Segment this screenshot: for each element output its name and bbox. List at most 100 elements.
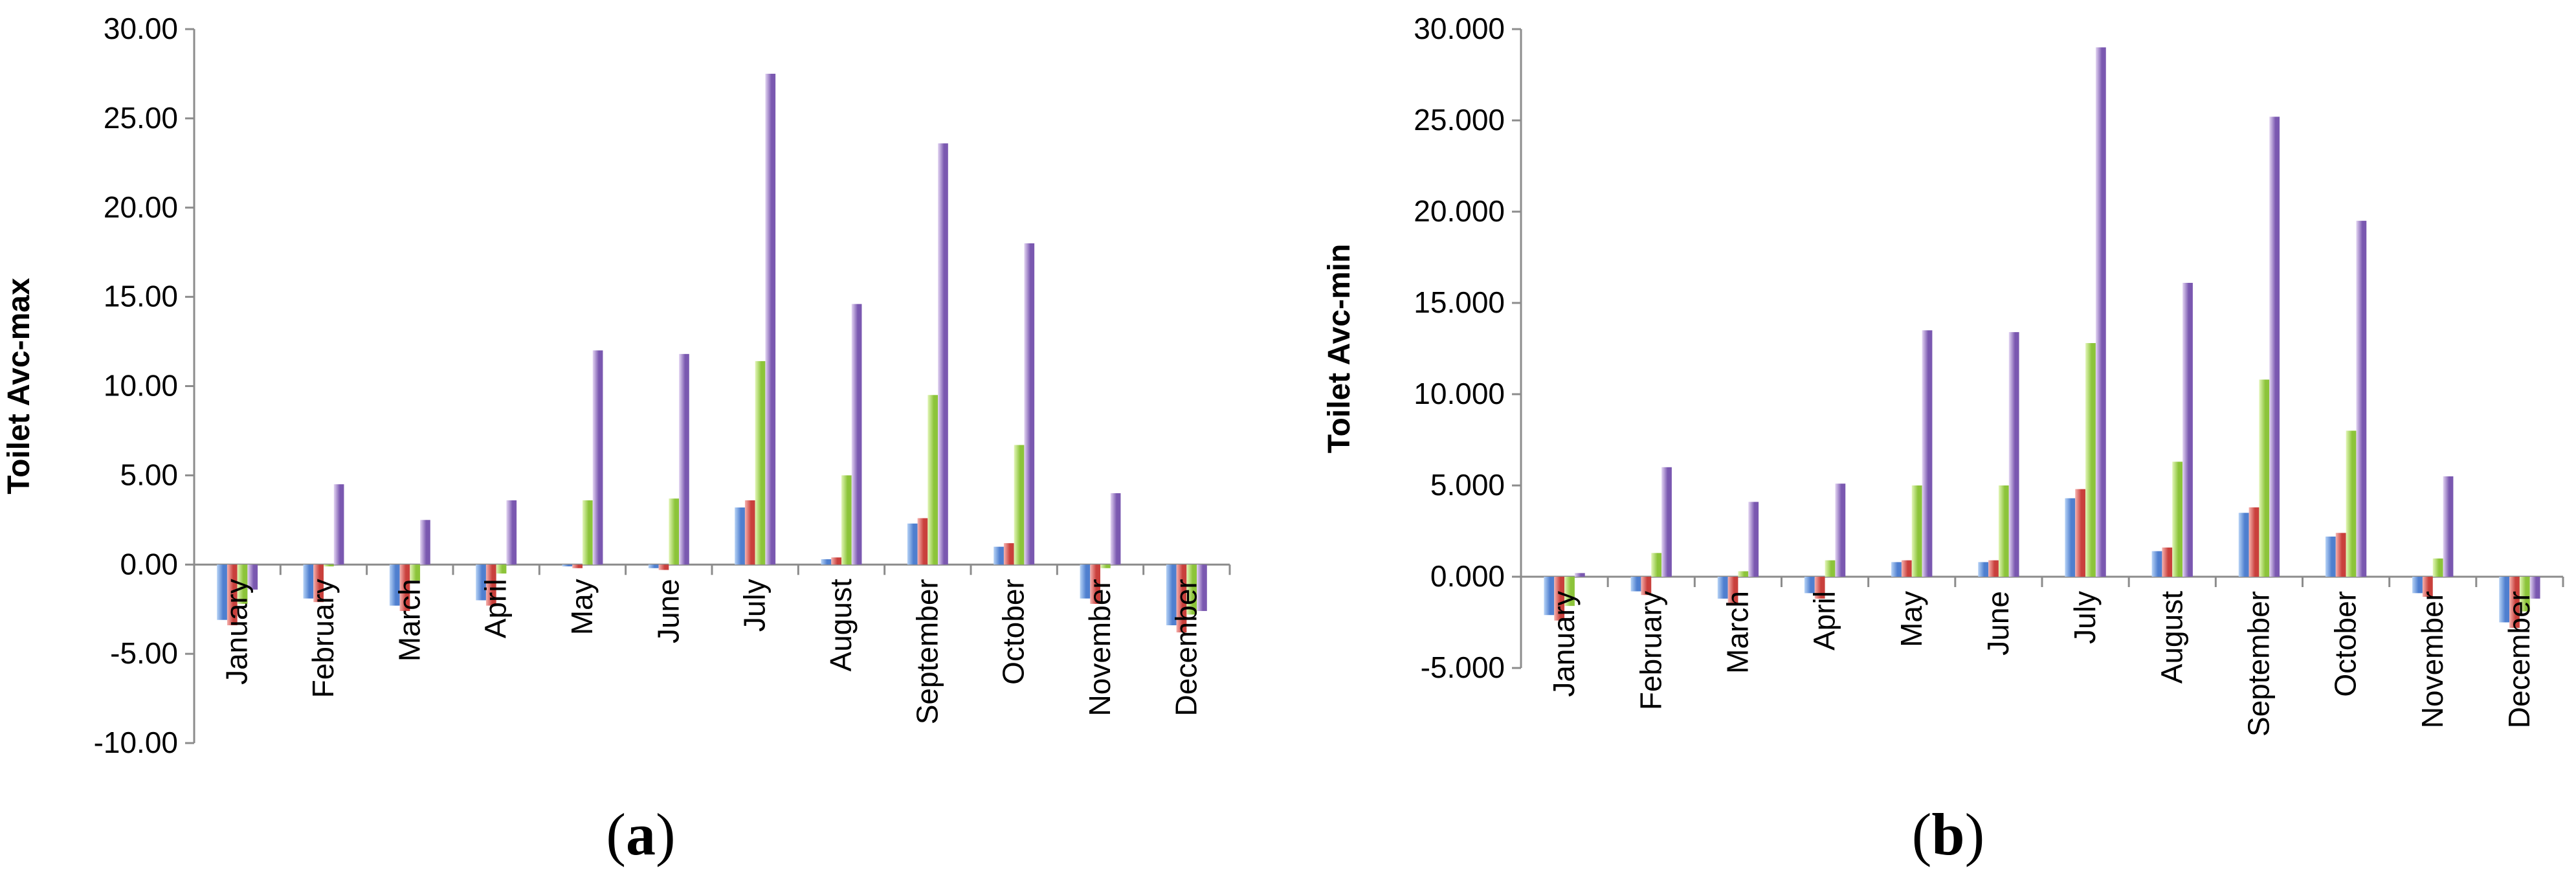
x-tick-label: December	[2502, 591, 2536, 728]
bar-february-s1	[1630, 577, 1641, 592]
bar-january-s3	[1564, 577, 1575, 606]
bar-december-s4	[1197, 564, 1207, 611]
bar-july-s4	[765, 73, 776, 565]
bar-march-s4	[1748, 502, 1759, 577]
x-tick-label: June	[1981, 591, 2015, 656]
y-tick-label: 30.00	[104, 12, 178, 45]
bar-october-s1	[2325, 536, 2336, 577]
x-tick-label: May	[565, 579, 599, 635]
y-tick-label: 0.00	[120, 547, 178, 581]
y-tick-label: 20.000	[1414, 194, 1505, 228]
bar-february-s4	[1661, 467, 1672, 577]
bar-november-s4	[1110, 493, 1121, 565]
bar-january-s1	[1544, 577, 1555, 616]
y-tick-label: 0.000	[1430, 559, 1505, 593]
bar-november-s1	[1080, 564, 1091, 599]
bar-december-s3	[2519, 577, 2530, 612]
x-tick-label: June	[651, 579, 685, 643]
y-tick-label: 30.000	[1414, 12, 1505, 45]
bar-may-s1	[1891, 562, 1902, 577]
bar-october-s2	[2335, 533, 2346, 577]
bar-january-s4	[1574, 573, 1585, 577]
bar-march-s2	[1727, 577, 1738, 605]
y-tick-label: 5.00	[120, 458, 178, 491]
bar-february-s3	[324, 564, 334, 567]
x-tick-label: August	[2155, 591, 2188, 684]
bar-june-s1	[1978, 562, 1989, 577]
x-tick-label: July	[2068, 591, 2102, 644]
x-tick-label: January	[1547, 591, 1581, 697]
y-tick-label: 25.00	[104, 101, 178, 135]
bar-may-s1	[562, 564, 573, 567]
bar-november-s1	[2412, 577, 2423, 594]
x-tick-label: December	[1169, 579, 1203, 716]
panel-label: (b)	[1912, 801, 1984, 867]
bar-august-s4	[851, 304, 862, 565]
x-tick-label: February	[1634, 591, 1667, 710]
bar-december-s2	[2509, 577, 2520, 628]
chart-panel-a: -10.00 -5.00 0.00 5.00 10.00 15.00 20.00 25.00 3…	[2, 12, 1231, 867]
y-tick-label: -5.000	[1421, 651, 1505, 684]
bar-november-s3	[1100, 564, 1111, 568]
bar-december-s1	[1166, 564, 1177, 626]
bar-may-s2	[572, 564, 583, 568]
bar-march-s3	[410, 564, 421, 581]
bar-january-s4	[247, 564, 258, 590]
bar-october-s3	[2346, 430, 2357, 577]
bar-august-s1	[821, 559, 832, 565]
bar-april-s3	[496, 564, 507, 574]
bar-july-s1	[2065, 498, 2076, 577]
bar-january-s2	[227, 564, 238, 626]
y-tick-label: 5.000	[1430, 468, 1505, 502]
bar-april-s3	[1825, 560, 1836, 577]
bar-march-s1	[389, 564, 400, 606]
bar-june-s3	[1998, 485, 2009, 577]
bar-april-s1	[476, 564, 486, 601]
x-tick-label: February	[306, 579, 340, 698]
bar-january-s2	[1554, 577, 1565, 621]
bar-october-s1	[994, 546, 1004, 565]
y-axis-label: Toilet Avc-max	[2, 278, 36, 495]
chart-panel-b: -5.000 0.000 5.000 10.000 15.000 20.000 25.000…	[1322, 12, 2564, 867]
bar-december-s4	[2529, 577, 2540, 599]
bar-september-s3	[2259, 379, 2270, 577]
bar-april-s4	[506, 500, 517, 565]
bar-july-s4	[2095, 47, 2106, 577]
bar-november-s2	[2422, 577, 2433, 597]
bar-august-s2	[831, 557, 841, 565]
bar-may-s3	[583, 500, 593, 565]
bar-february-s2	[1641, 577, 1652, 595]
bar-august-s3	[2172, 462, 2183, 577]
bar-june-s2	[1988, 560, 1999, 577]
bar-september-s1	[907, 523, 918, 565]
x-tick-label: May	[1894, 591, 1928, 647]
bar-december-s3	[1186, 564, 1197, 615]
bar-april-s2	[485, 564, 496, 606]
bar-february-s4	[333, 484, 344, 565]
bar-february-s3	[1651, 553, 1662, 577]
x-tick-label: March	[1720, 591, 1754, 674]
x-tick-label: April	[1808, 591, 1841, 651]
bar-december-s2	[1176, 564, 1187, 633]
x-tick-label: July	[738, 579, 772, 632]
bar-march-s1	[1717, 577, 1728, 599]
y-tick-label: 15.00	[104, 280, 178, 313]
bar-october-s4	[2356, 221, 2367, 577]
y-tick-label: 10.000	[1414, 377, 1505, 410]
bar-june-s2	[658, 564, 669, 570]
bar-april-s1	[1804, 577, 1815, 594]
panel-label: (a)	[606, 801, 675, 867]
bar-august-s1	[2151, 551, 2162, 577]
bar-july-s2	[744, 500, 755, 565]
bar-may-s3	[1911, 485, 1922, 577]
y-tick-label: -10.00	[94, 726, 178, 759]
bar-september-s3	[927, 395, 938, 565]
y-axis-label: Toilet Avc-min	[1322, 244, 1357, 454]
bar-july-s3	[2085, 343, 2096, 577]
bar-july-s2	[2075, 489, 2086, 577]
x-tick-label: October	[997, 579, 1030, 685]
bar-january-s3	[237, 564, 248, 604]
bar-july-s3	[755, 361, 766, 565]
